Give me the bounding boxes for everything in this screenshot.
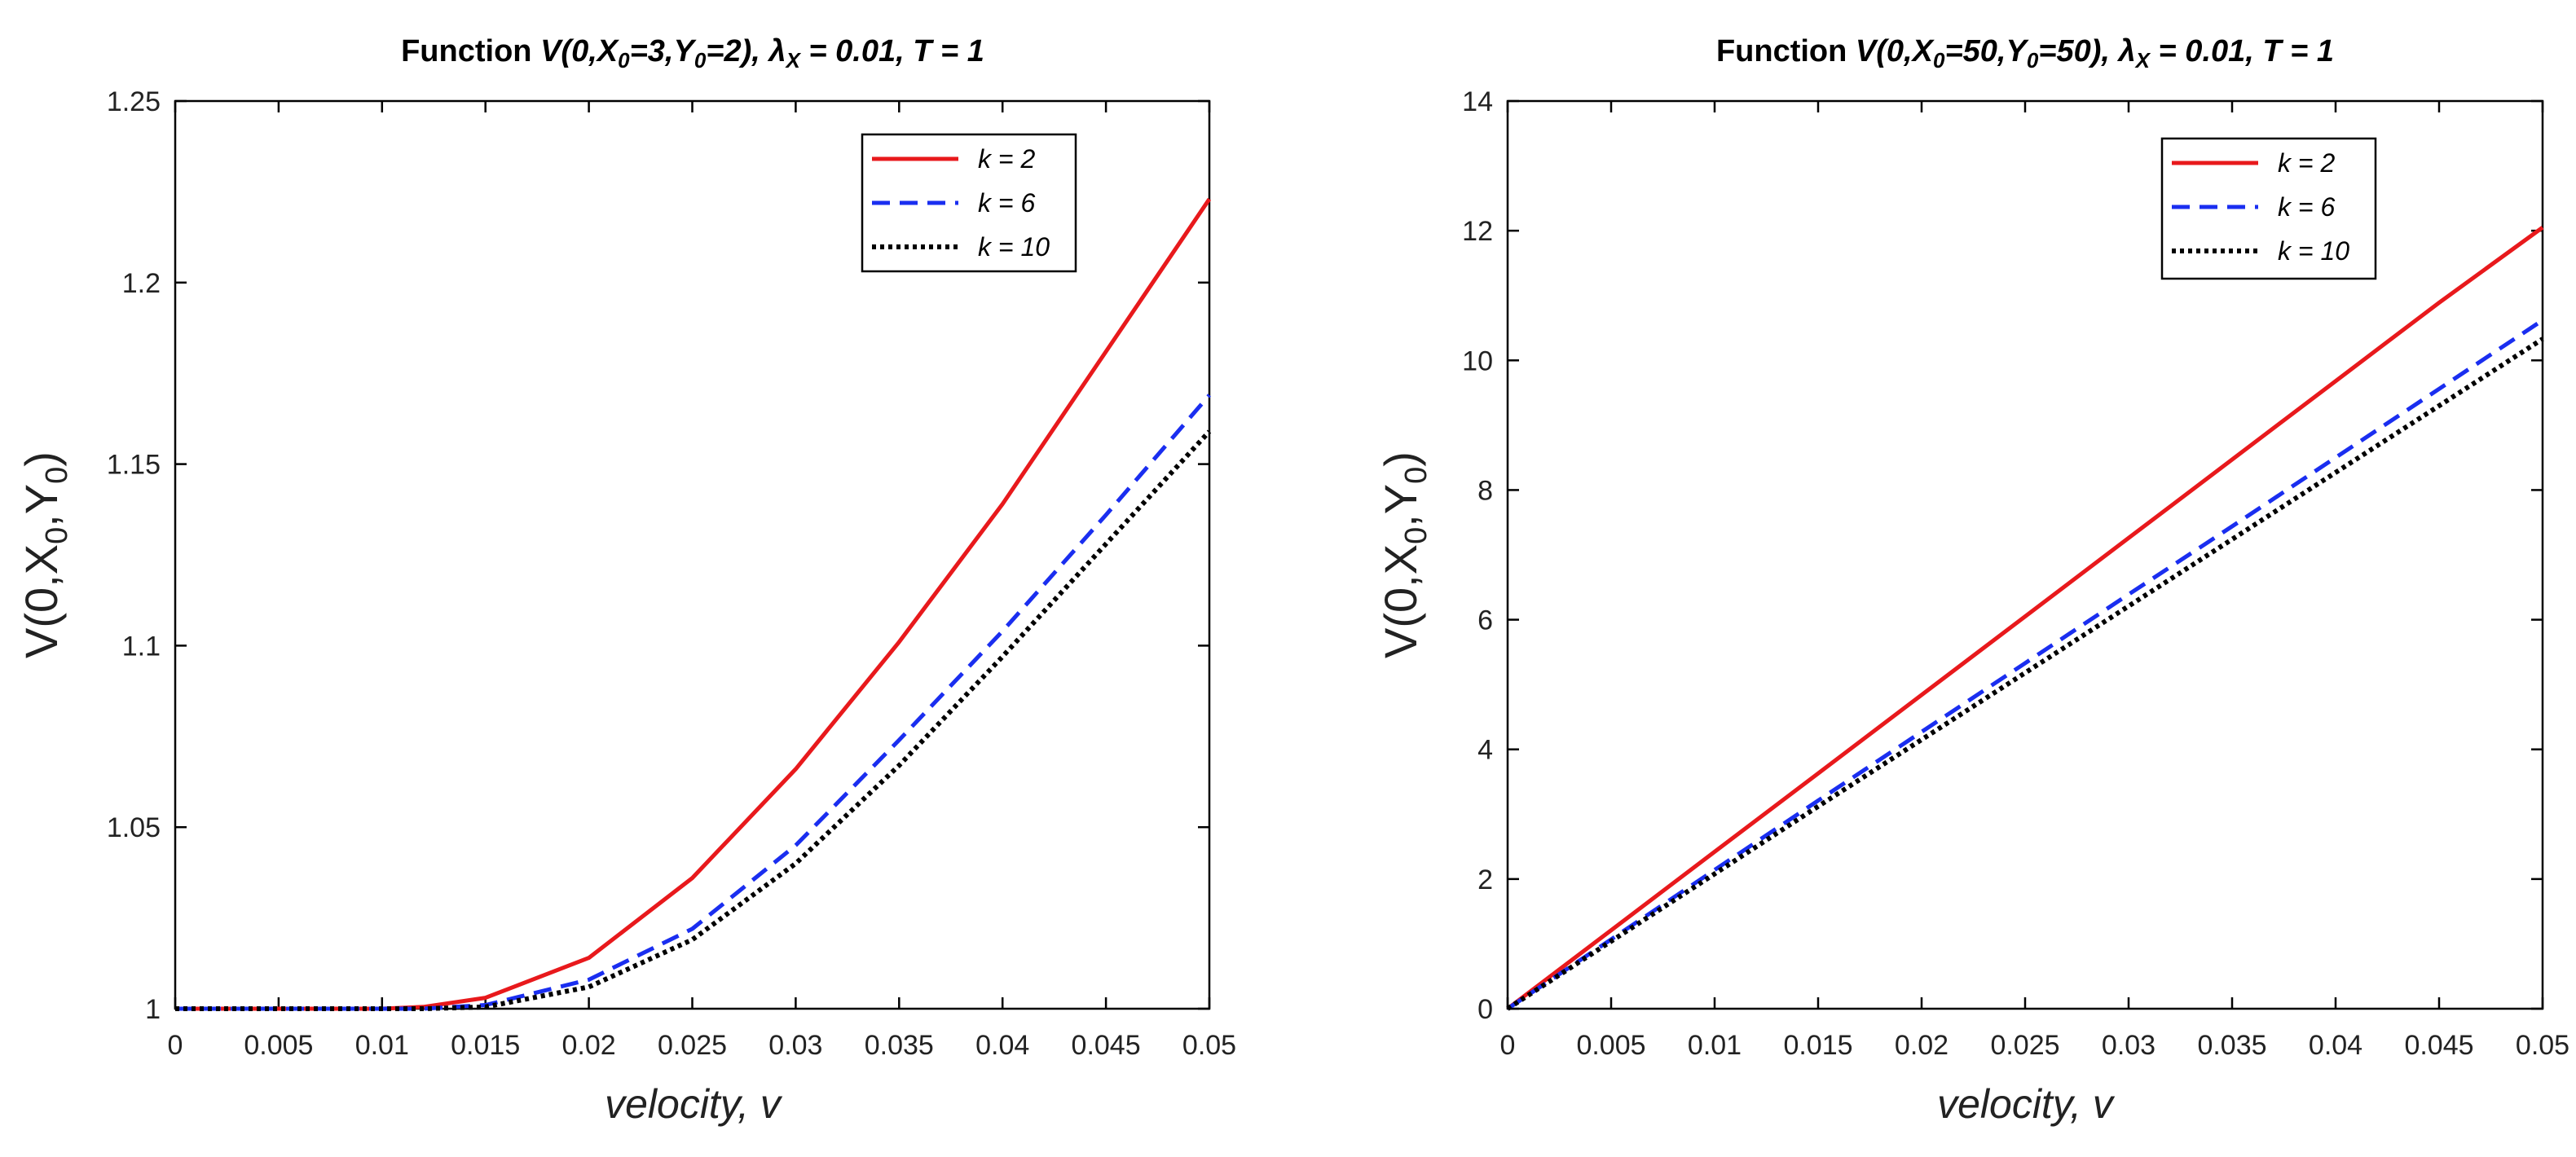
series-line-k-2 [1506, 226, 2544, 1010]
y-tick-label: 14 [1462, 86, 1493, 117]
x-axis-label: velocity, v [605, 1081, 783, 1127]
legend-entry: k = 2 [2278, 148, 2335, 178]
legend: k = 2 k = 6 k = 10 [2160, 137, 2377, 280]
x-tick-label: 0.05 [2516, 1030, 2569, 1061]
chart-title: Function V(0,X0=50,Y0=50), λX = 0.01, T … [1716, 34, 2334, 73]
y-axis-label: V(0,X0,Y0) [1375, 451, 1433, 658]
x-tick-label: 0.02 [562, 1030, 616, 1061]
x-tick-label: 0.03 [768, 1030, 822, 1061]
x-tick-label: 0.035 [865, 1030, 934, 1061]
y-tick-label: 1.25 [107, 86, 161, 117]
left-plot: 0 0.005 0.01 0.015 0.02 0.025 0.03 0.035 0.04 0.0… [15, 34, 1236, 1127]
y-tick-label: 0 [1477, 994, 1493, 1025]
y-tick-label: 1 [145, 994, 161, 1025]
x-tick-label: 0.04 [2309, 1030, 2362, 1061]
y-tick-label: 1.05 [107, 812, 161, 843]
x-tick-label: 0 [168, 1030, 183, 1061]
x-tick-label: 0.015 [451, 1030, 520, 1061]
series-line-k-6 [175, 394, 1211, 1011]
y-tick-label: 8 [1477, 475, 1493, 506]
x-tick-label: 0.04 [975, 1030, 1029, 1061]
y-tick-label: 2 [1477, 864, 1493, 895]
x-tick-label: 0.045 [2404, 1030, 2473, 1061]
y-tick-label: 10 [1462, 345, 1493, 376]
x-tick-label: 0.03 [2102, 1030, 2155, 1061]
x-tick-label: 0.01 [1688, 1030, 1742, 1061]
y-axis-label: V(0,X0,Y0) [15, 451, 74, 658]
chart-title: Function V(0,X0=3,Y0=2), λX = 0.01, T = … [401, 34, 984, 73]
y-tick-label: 6 [1477, 605, 1493, 636]
y-tick-label: 1.1 [122, 631, 161, 662]
series-line-k-2 [175, 197, 1212, 1011]
x-axis-label: velocity, v [1937, 1081, 2116, 1127]
y-tick-label: 1.2 [122, 268, 161, 299]
x-tick-label: 0.05 [1182, 1030, 1236, 1061]
x-tick-label: 0.005 [1576, 1030, 1645, 1061]
x-tick-label: 0.01 [355, 1030, 409, 1061]
series-line-k-10 [1506, 337, 2544, 1011]
y-tick-label: 1.15 [107, 450, 161, 481]
x-tick-label: 0.045 [1072, 1030, 1141, 1061]
x-tick-label: 0.015 [1783, 1030, 1852, 1061]
x-tick-label: 0 [1500, 1030, 1516, 1061]
x-tick-label: 0.005 [244, 1030, 313, 1061]
y-tick-label: 4 [1477, 735, 1493, 766]
legend-box [2160, 137, 2377, 280]
x-tick-label: 0.035 [2197, 1030, 2266, 1061]
right-plot: 0 0.005 0.01 0.015 0.02 0.025 0.03 0.035 0.04 0.0… [1375, 34, 2569, 1127]
series-line-k-10 [175, 429, 1212, 1011]
legend-entry: k = 10 [2278, 236, 2349, 266]
legend-entry: k = 10 [978, 232, 1050, 262]
axes-box [1506, 99, 2544, 1010]
legend-entry: k = 2 [978, 144, 1035, 174]
x-tick-label: 0.025 [658, 1030, 727, 1061]
legend-entry: k = 6 [978, 188, 1035, 218]
legend: k = 2 k = 6 k = 10 [861, 133, 1077, 273]
x-tick-label: 0.025 [1990, 1030, 2059, 1061]
y-tick-label: 12 [1462, 216, 1493, 247]
x-tick-label: 0.02 [1895, 1030, 1949, 1061]
legend-entry: k = 6 [2278, 192, 2335, 222]
series-line-k-6 [1506, 318, 2544, 1011]
